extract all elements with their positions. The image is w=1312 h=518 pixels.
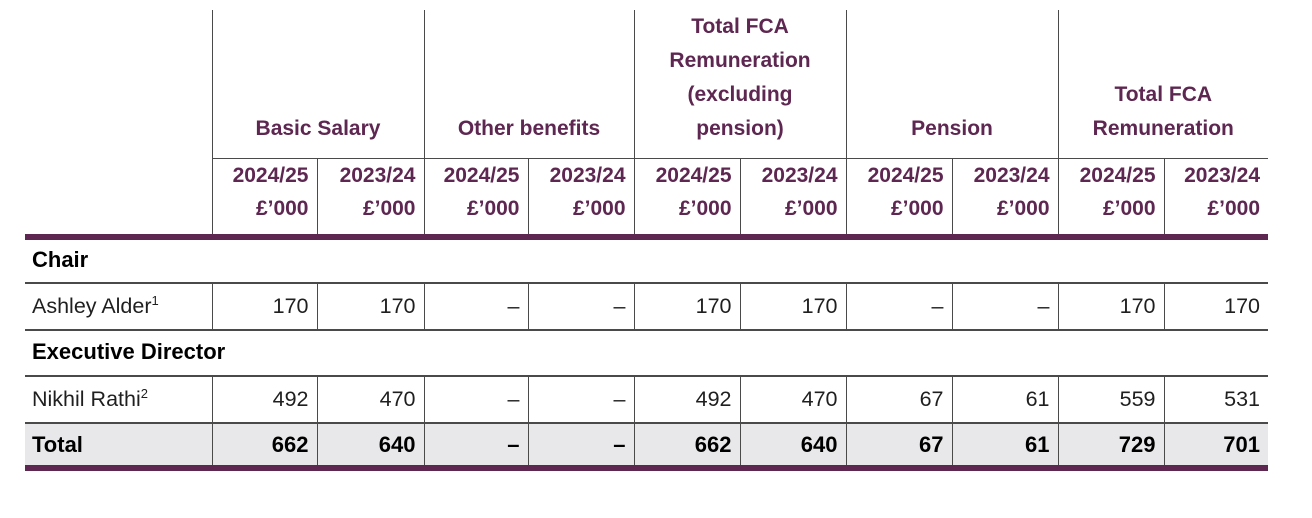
value-cell: 492: [633, 376, 741, 425]
period-unit: £’000: [255, 197, 309, 221]
period-year: 2024/25: [443, 164, 520, 188]
period-column-header: 2023/24 £’000: [316, 158, 424, 241]
period-unit: £’000: [1207, 197, 1261, 221]
value-cell: 559: [1057, 376, 1165, 425]
period-unit: £’000: [362, 197, 416, 221]
value-cell: 492: [211, 376, 317, 425]
value-cell: –: [423, 423, 528, 472]
person-name: Ashley Alder: [32, 294, 152, 319]
value-cell: 701: [1163, 423, 1269, 472]
footnote-marker: 2: [140, 386, 148, 402]
period-year: 2023/24: [761, 164, 838, 188]
value-cell: –: [527, 376, 635, 425]
value-cell: –: [527, 423, 635, 472]
corner-empty-cell: [25, 10, 212, 241]
value-cell: –: [845, 283, 953, 332]
column-group-label: Total FCA Remuneration (excluding pensio…: [669, 15, 811, 141]
period-year: 2023/24: [549, 164, 626, 188]
column-group-total-fca-remuneration: Total FCA Remuneration: [1057, 10, 1269, 159]
period-column-header: 2024/25 £’000: [633, 158, 741, 241]
section-label: Executive Director: [25, 330, 1269, 378]
period-year: 2024/25: [867, 164, 944, 188]
period-unit: £’000: [996, 197, 1050, 221]
row-label: Ashley Alder1: [25, 283, 212, 332]
period-column-header: 2024/25 £’000: [1057, 158, 1165, 241]
period-year: 2023/24: [339, 164, 416, 188]
period-column-header: 2023/24 £’000: [1163, 158, 1269, 241]
period-year: 2024/25: [232, 164, 309, 188]
remuneration-table-page: Basic Salary Other benefits Total FCA Re…: [25, 10, 1269, 472]
remuneration-table: Basic Salary Other benefits Total FCA Re…: [25, 10, 1269, 472]
value-cell: 170: [1163, 283, 1269, 332]
column-group-label: Pension: [911, 117, 993, 141]
section-label: Chair: [25, 237, 1269, 285]
period-column-header: 2024/25 £’000: [423, 158, 528, 241]
value-cell: 662: [633, 423, 741, 472]
value-cell: 170: [1057, 283, 1165, 332]
value-cell: 170: [633, 283, 741, 332]
value-cell: 67: [845, 423, 953, 472]
column-group-header-row: Basic Salary Other benefits Total FCA Re…: [25, 10, 1269, 241]
value-cell: –: [423, 283, 528, 332]
column-group-basic-salary: Basic Salary: [211, 10, 424, 159]
period-year: 2024/25: [1079, 164, 1156, 188]
column-group-label: Total FCA Remuneration: [1092, 83, 1234, 141]
person-name: Nikhil Rathi: [32, 387, 141, 412]
period-column-header: 2024/25 £’000: [845, 158, 953, 241]
value-cell: 61: [951, 423, 1059, 472]
value-cell: –: [527, 283, 635, 332]
period-unit: £’000: [784, 197, 838, 221]
footnote-marker: 1: [151, 293, 159, 309]
row-label: Nikhil Rathi2: [25, 376, 212, 425]
column-group-label: Basic Salary: [255, 117, 381, 141]
value-cell: 170: [211, 283, 317, 332]
period-unit: £’000: [466, 197, 520, 221]
period-year: 2023/24: [973, 164, 1050, 188]
period-unit: £’000: [678, 197, 732, 221]
column-group-total-fca-remuneration-excl-pension: Total FCA Remuneration (excluding pensio…: [633, 10, 847, 159]
period-unit: £’000: [1102, 197, 1156, 221]
value-cell: 470: [316, 376, 424, 425]
value-cell: –: [951, 283, 1059, 332]
period-unit: £’000: [890, 197, 944, 221]
value-cell: 729: [1057, 423, 1165, 472]
column-group-label: Other benefits: [457, 117, 601, 141]
table-row-nikhil-rathi: Nikhil Rathi2 492 470 – – 492 470 67 61 …: [25, 376, 1269, 425]
value-cell: 470: [739, 376, 847, 425]
value-cell: 640: [739, 423, 847, 472]
period-column-header: 2023/24 £’000: [951, 158, 1059, 241]
column-group-pension: Pension: [845, 10, 1059, 159]
period-column-header: 2023/24 £’000: [527, 158, 635, 241]
total-label: Total: [25, 423, 212, 472]
period-unit: £’000: [572, 197, 626, 221]
value-cell: 640: [316, 423, 424, 472]
value-cell: 531: [1163, 376, 1269, 425]
value-cell: 67: [845, 376, 953, 425]
table-row-total: Total 662 640 – – 662 640 67 61 729 701: [25, 423, 1269, 472]
value-cell: 61: [951, 376, 1059, 425]
value-cell: 662: [211, 423, 317, 472]
period-header-row: 2024/25 £’000 2023/24 £’000 2024/25 £’00…: [25, 158, 1269, 241]
section-header-chair: Chair: [25, 237, 1269, 285]
table-row-ashley-alder: Ashley Alder1 170 170 – – 170 170 – – 17…: [25, 283, 1269, 332]
period-year: 2024/25: [655, 164, 732, 188]
value-cell: –: [423, 376, 528, 425]
column-group-other-benefits: Other benefits: [423, 10, 635, 159]
value-cell: 170: [316, 283, 424, 332]
value-cell: 170: [739, 283, 847, 332]
period-column-header: 2024/25 £’000: [211, 158, 317, 241]
period-year: 2023/24: [1184, 164, 1261, 188]
section-header-executive-director: Executive Director: [25, 330, 1269, 378]
period-column-header: 2023/24 £’000: [739, 158, 847, 241]
